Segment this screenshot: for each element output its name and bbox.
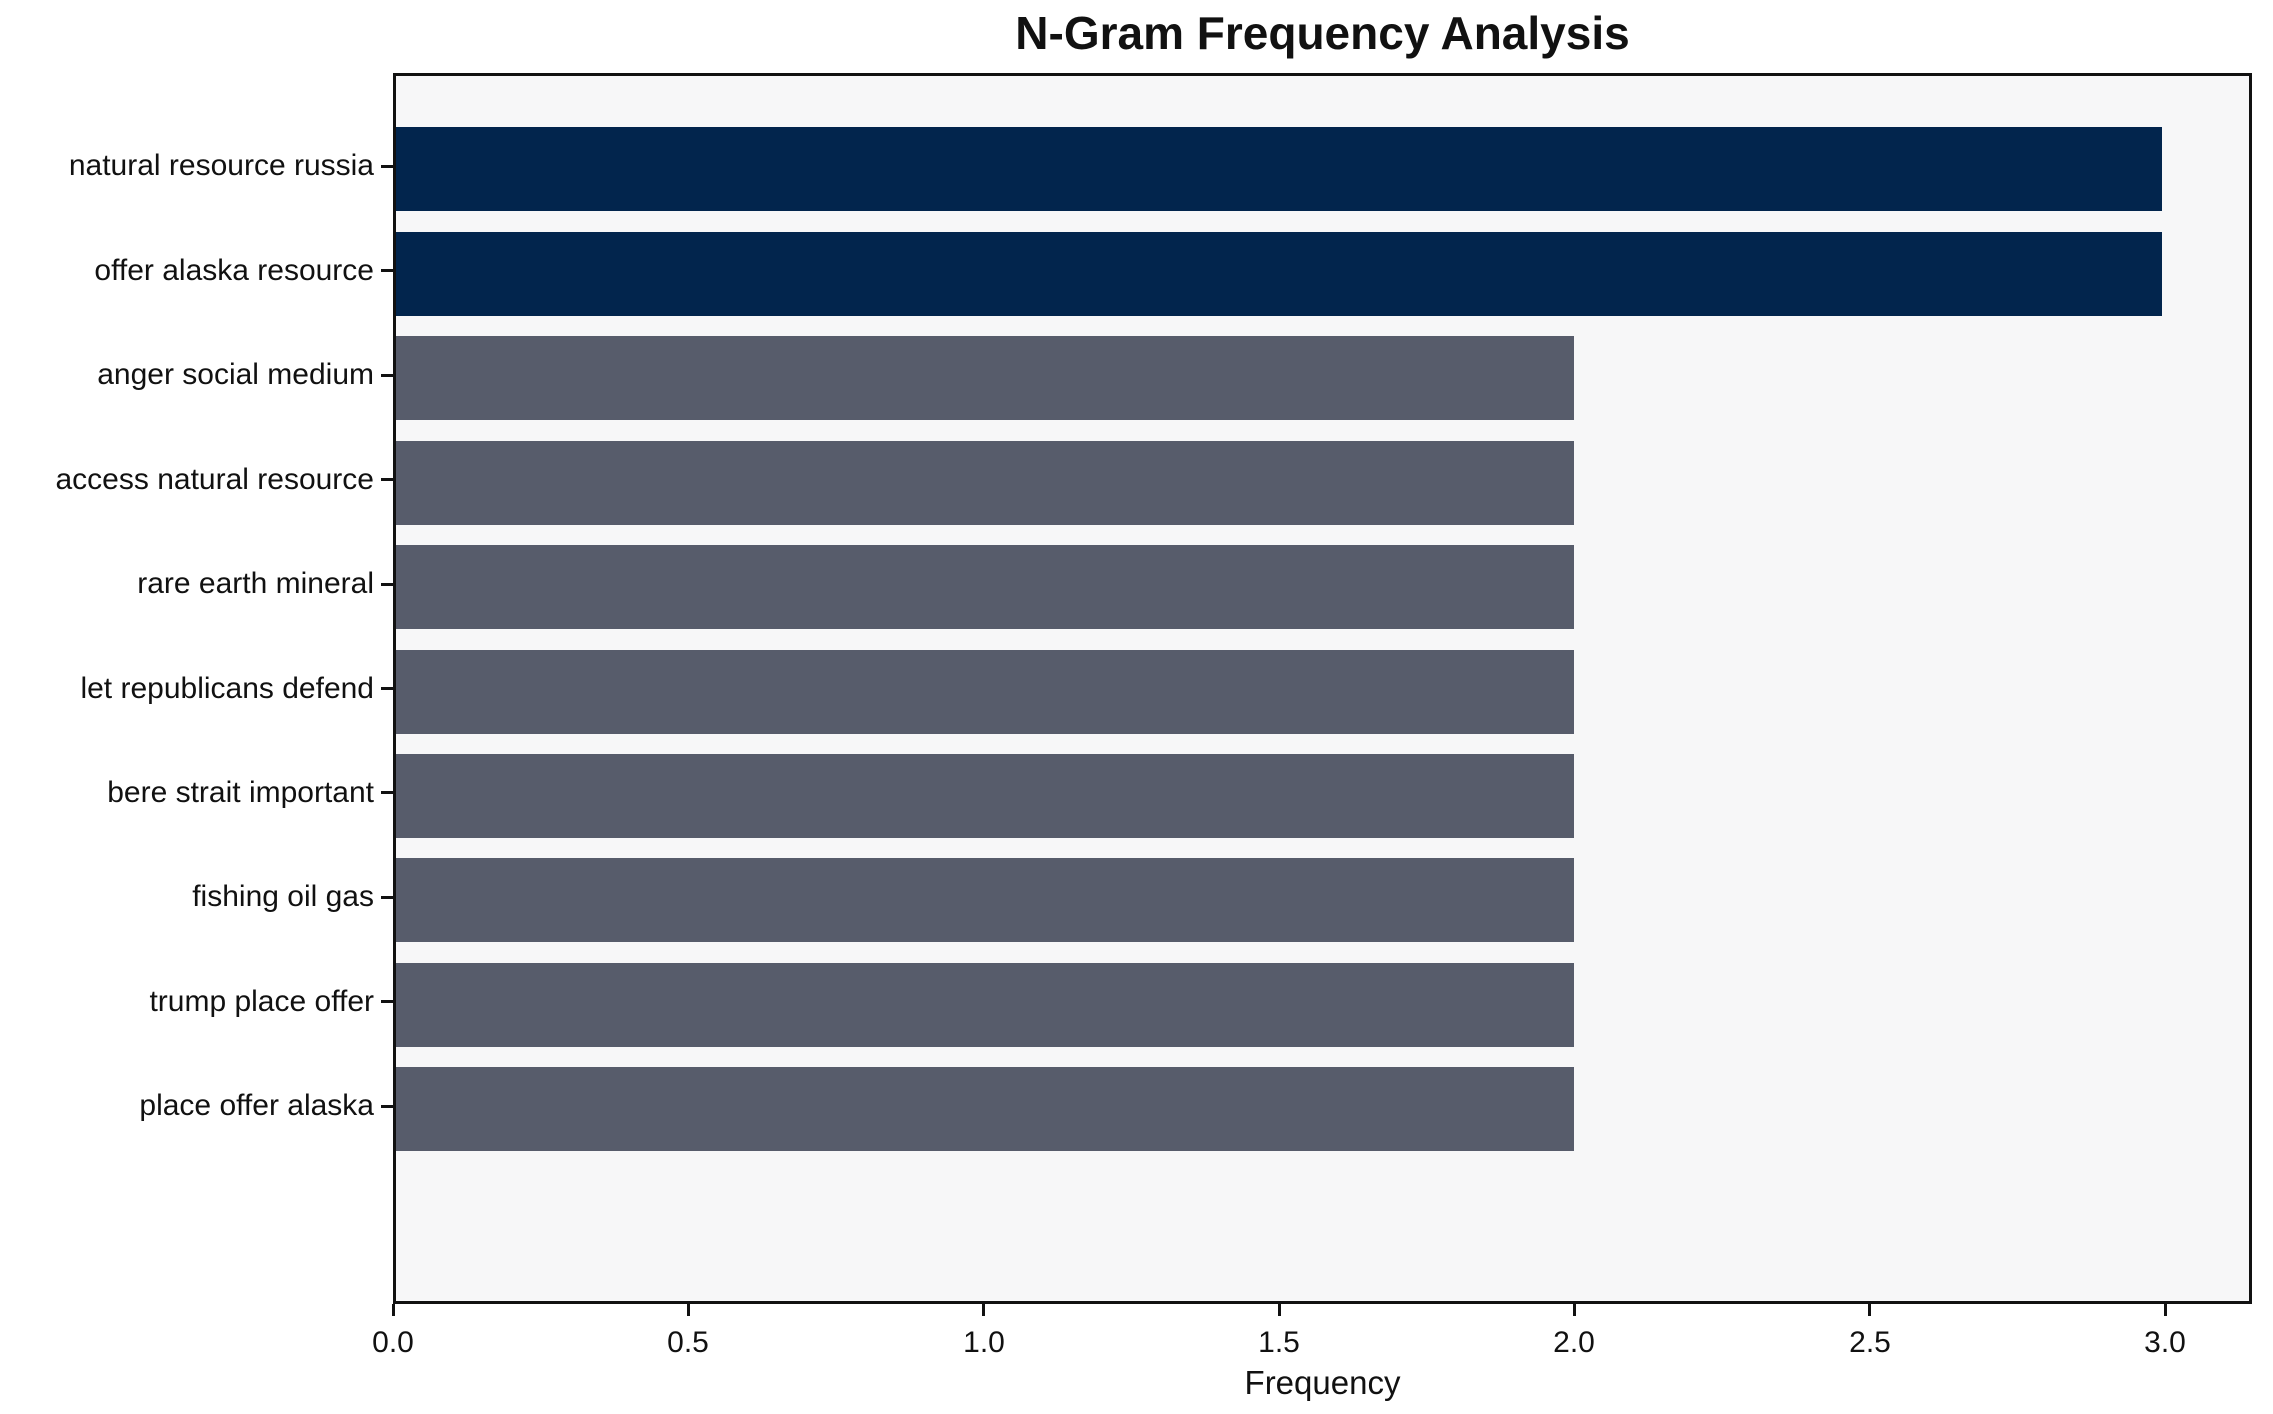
x-tick-mark [2164,1304,2167,1316]
y-tick-label: bere strait important [107,776,374,809]
x-tick-label: 2.5 [1849,1326,1891,1359]
x-tick-label: 2.0 [1553,1326,1595,1359]
x-tick-mark [982,1304,985,1316]
y-tick-mark [381,687,393,690]
y-tick-mark [381,583,393,586]
y-tick-mark [381,1000,393,1003]
x-tick-label: 1.0 [963,1326,1005,1359]
bar [396,963,1574,1047]
x-tick-mark [687,1304,690,1316]
chart-title: N-Gram Frequency Analysis [1015,7,1630,59]
y-tick-mark [381,478,393,481]
x-tick-mark [1573,1304,1576,1316]
y-tick-label: let republicans defend [80,672,374,705]
x-tick-mark [392,1304,395,1316]
y-tick-label: offer alaska resource [94,254,374,287]
bar [396,1067,1574,1151]
plot-area [393,73,2252,1304]
y-tick-mark [381,165,393,168]
bar [396,127,2163,211]
y-tick-label: fishing oil gas [192,880,374,913]
x-tick-mark [1278,1304,1281,1316]
y-tick-mark [381,791,393,794]
bar [396,754,1574,838]
x-tick-label: 0.5 [667,1326,709,1359]
y-tick-label: access natural resource [55,463,375,496]
x-axis-label: Frequency [1244,1364,1401,1401]
bar [396,545,1574,629]
bar [396,336,1574,420]
y-tick-label: anger social medium [97,358,374,391]
y-tick-label: trump place offer [149,985,374,1018]
y-tick-mark [381,269,393,272]
bar [396,858,1574,942]
y-tick-mark [381,896,393,899]
bar [396,441,1574,525]
y-tick-label: place offer alaska [139,1089,374,1122]
y-tick-label: rare earth mineral [137,567,374,600]
x-tick-label: 1.5 [1258,1326,1300,1359]
y-tick-label: natural resource russia [68,149,374,182]
y-tick-mark [381,374,393,377]
x-tick-mark [1868,1304,1871,1316]
bar [396,650,1574,734]
x-tick-label: 0.0 [372,1326,414,1359]
y-tick-mark [381,1105,393,1108]
bar [396,232,2163,316]
x-tick-label: 3.0 [2144,1326,2186,1359]
